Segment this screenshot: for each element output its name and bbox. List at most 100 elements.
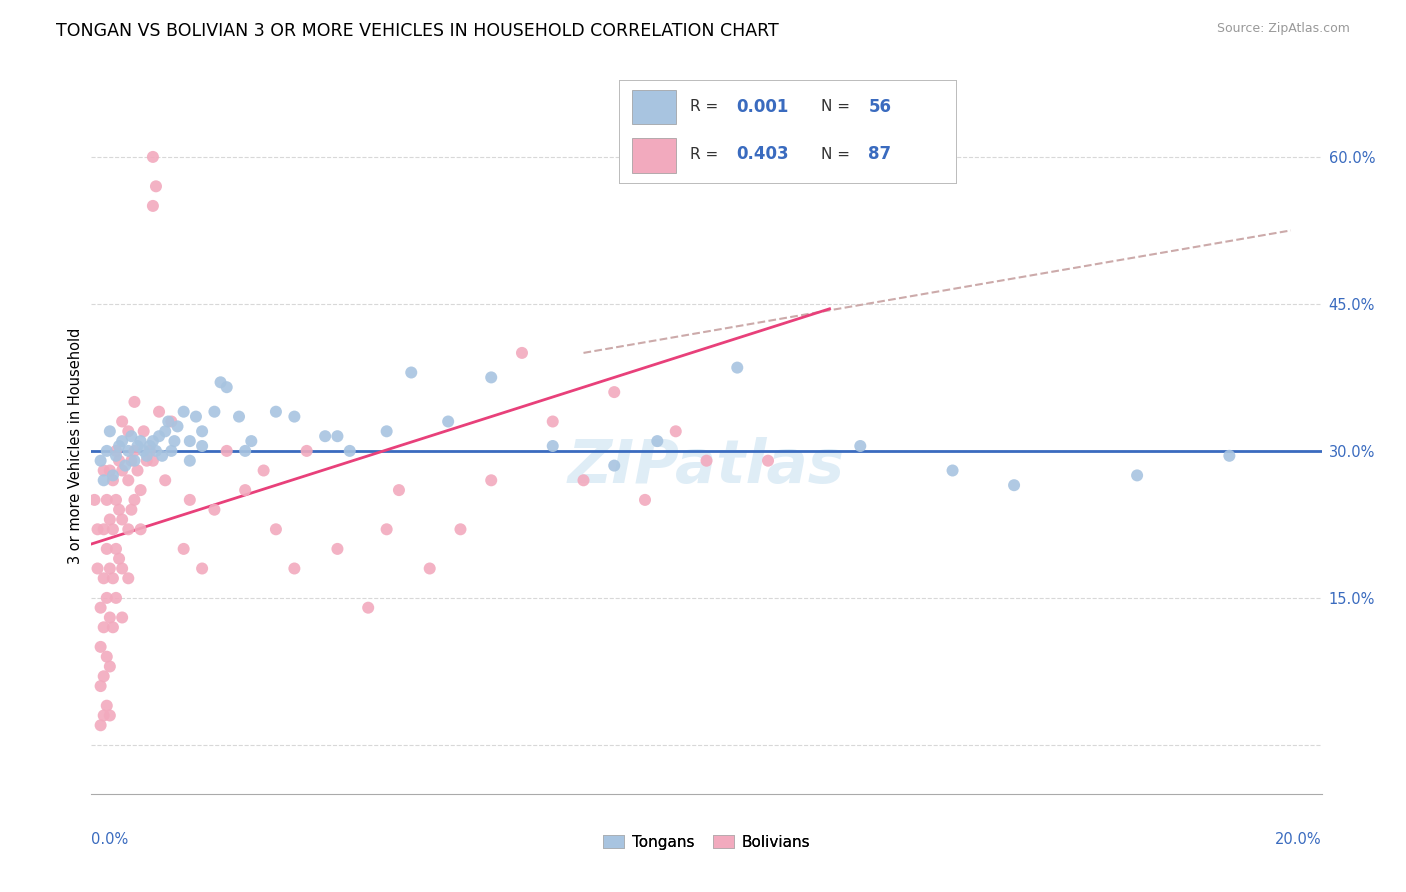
Point [541, 415, 564, 429]
Point [145, 179, 167, 194]
Point [142, 150, 165, 164]
Point [108, 453, 131, 467]
Point [124, 443, 146, 458]
Point [111, 463, 134, 477]
Point [665, 425, 688, 439]
Point [117, 473, 139, 487]
Text: TONGAN VS BOLIVIAN 3 OR MORE VEHICLES IN HOUSEHOLD CORRELATION CHART: TONGAN VS BOLIVIAN 3 OR MORE VEHICLES IN… [56, 22, 779, 40]
Text: Source: ZipAtlas.com: Source: ZipAtlas.com [1216, 22, 1350, 36]
Point [105, 541, 127, 556]
Point [139, 439, 162, 453]
Point [375, 425, 398, 439]
Point [101, 522, 124, 536]
Point [339, 443, 361, 458]
Y-axis label: 3 or more Vehicles in Household: 3 or more Vehicles in Household [67, 328, 83, 564]
Point [479, 370, 502, 384]
FancyBboxPatch shape [633, 137, 676, 173]
Point [479, 473, 502, 487]
Point [228, 409, 250, 424]
Point [184, 409, 207, 424]
Point [419, 561, 441, 575]
Point [375, 522, 398, 536]
Point [264, 405, 287, 419]
Point [148, 429, 170, 443]
Point [603, 458, 626, 473]
Point [108, 439, 131, 453]
Point [96, 541, 118, 556]
Point [283, 561, 305, 575]
Point [132, 425, 155, 439]
Point [93, 463, 115, 477]
Point [179, 453, 201, 467]
Point [1126, 468, 1149, 483]
Point [153, 425, 177, 439]
Point [96, 443, 118, 458]
Point [101, 571, 124, 585]
Point [108, 551, 131, 566]
Point [124, 395, 146, 409]
Point [93, 708, 115, 723]
Legend: Tongans, Bolivians: Tongans, Bolivians [596, 829, 817, 855]
Point [725, 360, 748, 375]
Point [117, 443, 139, 458]
Point [357, 600, 380, 615]
Point [117, 425, 139, 439]
Point [96, 492, 118, 507]
Text: 87: 87 [869, 145, 891, 163]
Point [166, 419, 188, 434]
Point [105, 443, 127, 458]
FancyBboxPatch shape [633, 89, 676, 124]
Point [142, 434, 165, 449]
Point [127, 439, 149, 453]
Point [139, 443, 162, 458]
Point [114, 458, 136, 473]
Point [129, 434, 152, 449]
Point [314, 429, 336, 443]
Point [111, 415, 134, 429]
Point [96, 649, 118, 664]
Text: ZIPatlas: ZIPatlas [568, 437, 845, 496]
Point [209, 376, 232, 390]
Point [173, 405, 195, 419]
Point [135, 449, 157, 463]
Point [173, 541, 195, 556]
Point [645, 434, 668, 449]
Point [93, 473, 115, 487]
Point [695, 453, 717, 467]
Point [510, 346, 533, 360]
Point [283, 409, 305, 424]
Point [90, 453, 112, 467]
Point [157, 415, 180, 429]
Point [98, 463, 121, 477]
Point [388, 483, 411, 497]
Point [572, 473, 595, 487]
Point [142, 199, 165, 213]
Point [233, 443, 256, 458]
Point [240, 434, 263, 449]
Point [124, 453, 146, 467]
Point [449, 522, 471, 536]
Point [191, 439, 214, 453]
Text: 56: 56 [869, 98, 891, 116]
Point [105, 449, 127, 463]
Point [252, 463, 274, 477]
Point [160, 443, 183, 458]
Point [179, 492, 201, 507]
Point [326, 541, 349, 556]
Point [541, 439, 564, 453]
Point [145, 443, 167, 458]
Point [135, 453, 157, 467]
Point [127, 463, 149, 477]
Point [1218, 449, 1240, 463]
Point [202, 502, 225, 516]
Point [124, 492, 146, 507]
Point [264, 522, 287, 536]
Text: 0.0%: 0.0% [91, 832, 128, 847]
Point [105, 492, 127, 507]
Point [233, 483, 256, 497]
Point [215, 380, 238, 394]
Point [202, 405, 225, 419]
Point [98, 425, 121, 439]
Text: 0.001: 0.001 [737, 98, 789, 116]
Point [191, 425, 214, 439]
